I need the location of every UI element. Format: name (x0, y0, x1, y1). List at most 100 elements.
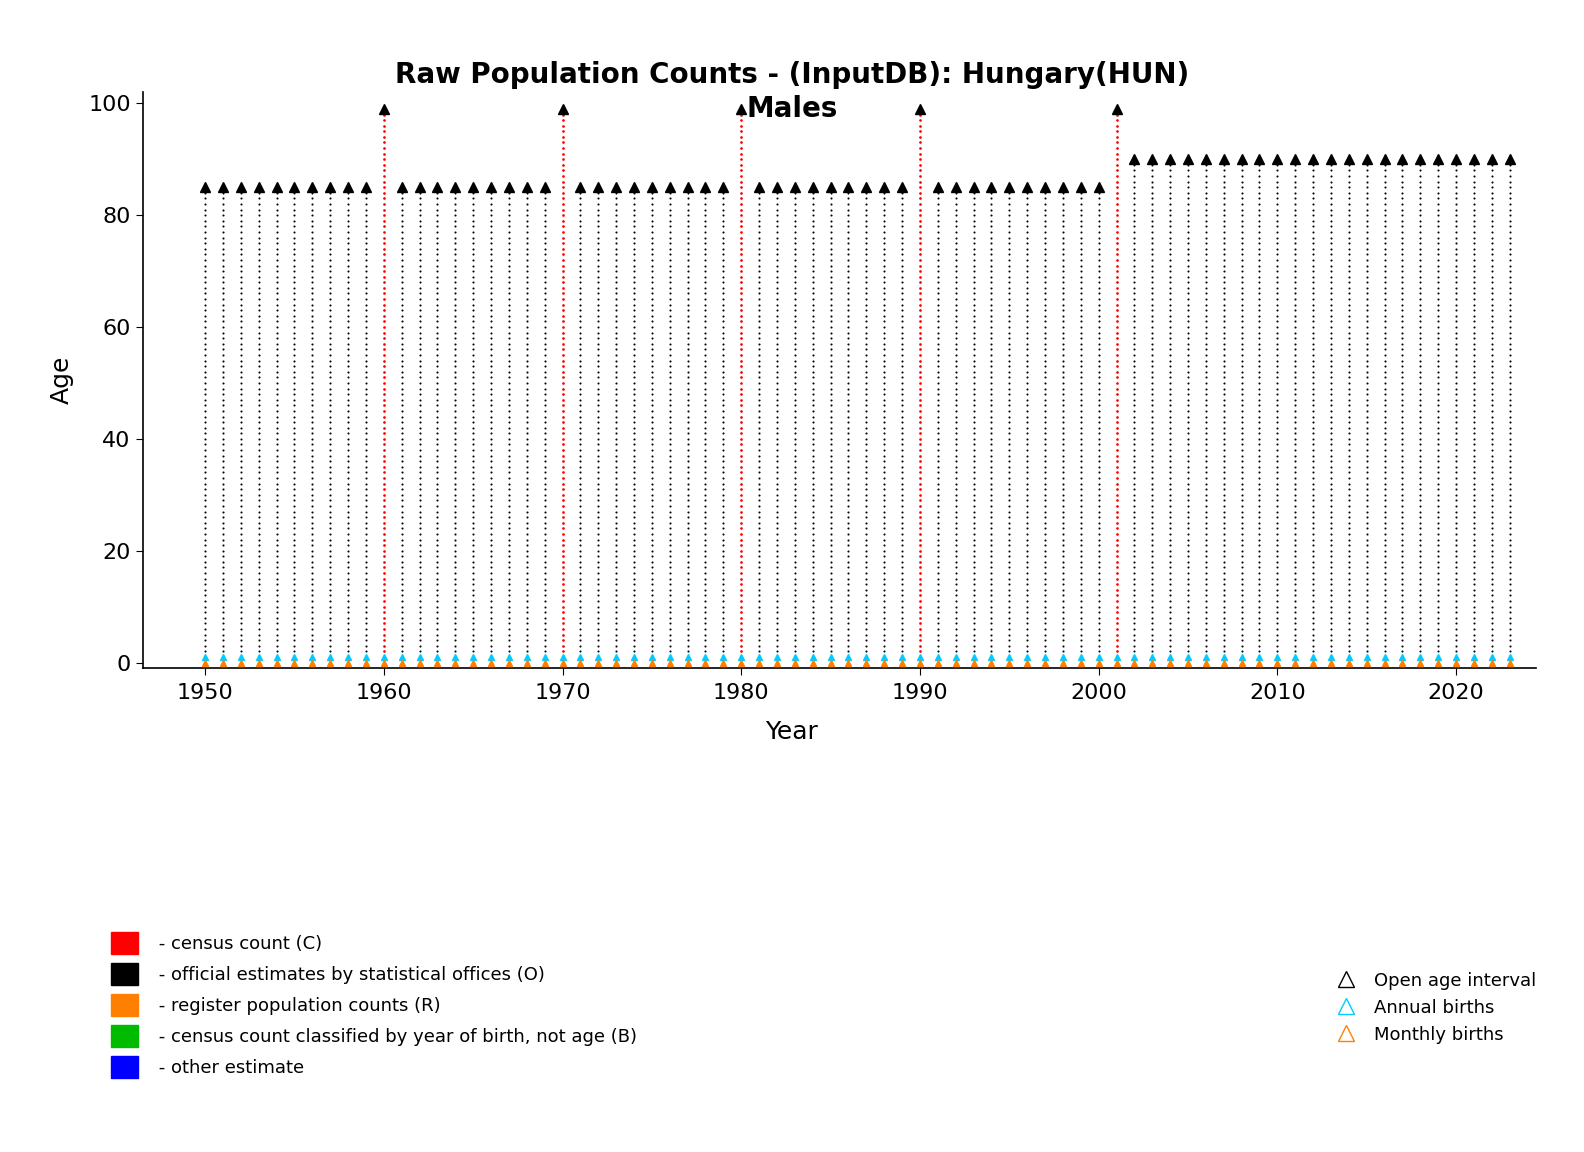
Point (961, 491, 987, 509)
Point (461, 306, 486, 325)
Point (961, 379, 987, 397)
Point (1139, 418, 1164, 437)
Point (746, 469, 771, 487)
Point (675, 592, 700, 611)
Point (1264, 318, 1289, 336)
Point (889, 273, 914, 291)
Point (567, 508, 592, 526)
Point (675, 369, 700, 387)
Point (299, 195, 325, 213)
Point (800, 179, 825, 197)
Point (532, 563, 558, 582)
Point (729, 379, 754, 397)
Point (1318, 541, 1343, 560)
Point (1014, 424, 1039, 442)
Point (961, 620, 987, 638)
Point (1068, 469, 1093, 487)
Point (228, 418, 253, 437)
Point (889, 340, 914, 358)
Point (407, 530, 432, 548)
Point (228, 530, 253, 548)
Point (817, 536, 843, 554)
Point (942, 200, 968, 219)
Point (1300, 200, 1326, 219)
Point (532, 653, 558, 672)
Point (711, 497, 737, 515)
Point (567, 647, 592, 666)
Point (1264, 430, 1289, 448)
Point (425, 379, 450, 397)
Point (317, 183, 342, 202)
Point (871, 306, 897, 325)
Point (1229, 642, 1255, 660)
Point (1212, 218, 1237, 236)
Point (299, 524, 325, 543)
Point (1087, 497, 1112, 515)
Point (1479, 620, 1505, 638)
Point (1014, 559, 1039, 577)
Point (1443, 156, 1468, 174)
Point (979, 363, 1004, 381)
Point (604, 251, 629, 270)
Point (621, 218, 646, 236)
Point (1050, 508, 1076, 526)
Point (425, 514, 450, 532)
Point (265, 418, 290, 437)
Point (192, 379, 217, 397)
Point (228, 363, 253, 381)
Point (1158, 553, 1183, 571)
Point (1497, 559, 1522, 577)
Point (746, 363, 771, 381)
Point (800, 569, 825, 588)
Point (442, 279, 467, 297)
Point (1139, 312, 1164, 331)
Point (1121, 318, 1147, 336)
Point (675, 402, 700, 420)
Point (782, 357, 808, 376)
Point (908, 541, 933, 560)
Point (1050, 418, 1076, 437)
Point (371, 245, 396, 264)
Point (889, 602, 914, 621)
Point (317, 228, 342, 247)
Point (442, 447, 467, 465)
Point (390, 631, 415, 650)
Point (1426, 491, 1451, 509)
Point (746, 569, 771, 588)
Point (1087, 179, 1112, 197)
Point (550, 285, 575, 303)
Point (282, 357, 307, 376)
Point (1158, 647, 1183, 666)
Point (496, 179, 521, 197)
Point (371, 301, 396, 319)
Point (746, 273, 771, 291)
Point (1462, 391, 1487, 409)
Point (317, 602, 342, 621)
Point (1247, 200, 1272, 219)
Point (657, 240, 683, 258)
Point (800, 563, 825, 582)
Point (1014, 295, 1039, 313)
Point (1443, 463, 1468, 482)
Point (1337, 273, 1362, 291)
Point (729, 626, 754, 644)
Point (211, 351, 236, 370)
Point (1264, 520, 1289, 538)
Point (407, 569, 432, 588)
Point (192, 267, 217, 286)
Point (1139, 536, 1164, 554)
Point (532, 251, 558, 270)
Point (942, 262, 968, 280)
Y-axis label: Age: Age (51, 356, 74, 404)
Point (211, 480, 236, 499)
Point (515, 608, 540, 627)
Point (532, 290, 558, 309)
Point (496, 524, 521, 543)
Point (871, 256, 897, 274)
Point (317, 318, 342, 336)
Point (1087, 340, 1112, 358)
Point (228, 385, 253, 403)
Point (515, 228, 540, 247)
Point (1300, 391, 1326, 409)
Point (336, 647, 361, 666)
